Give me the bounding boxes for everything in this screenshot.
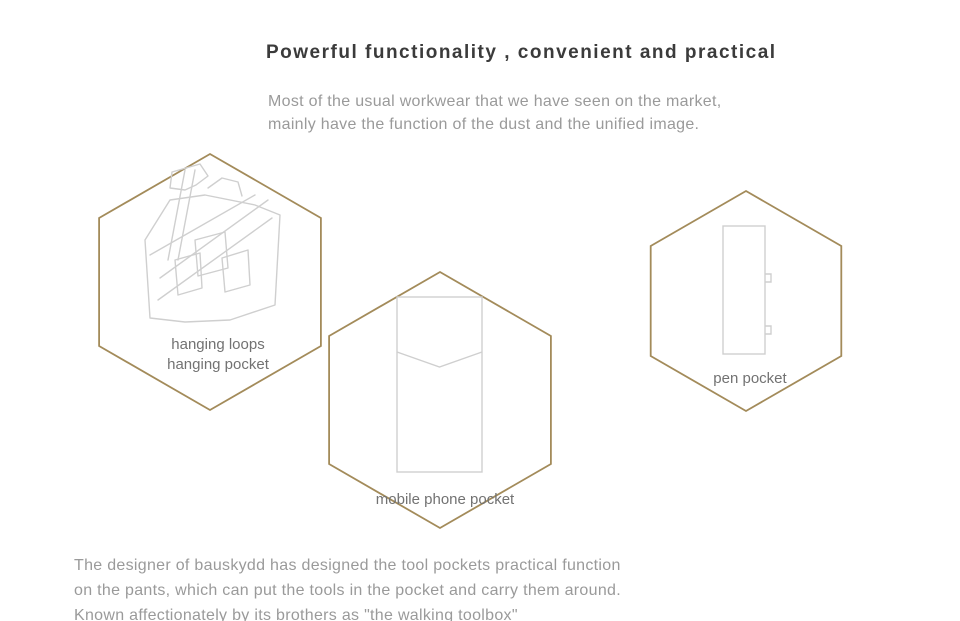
sketch-phone-pocket: [397, 297, 482, 472]
caption-hex1: hanging loops hanging pocket: [158, 335, 278, 376]
caption-hex3: pen pocket: [700, 369, 800, 389]
sketch-tool-pocket: [145, 164, 280, 322]
caption-hex2: mobile phone pocket: [360, 490, 530, 510]
page-subtitle: Most of the usual workwear that we have …: [268, 90, 721, 136]
sketch-pen-pocket: [723, 226, 771, 354]
bottom-paragraph: The designer of bauskydd has designed th…: [74, 554, 621, 621]
page-title: Powerful functionality , convenient and …: [266, 42, 777, 64]
